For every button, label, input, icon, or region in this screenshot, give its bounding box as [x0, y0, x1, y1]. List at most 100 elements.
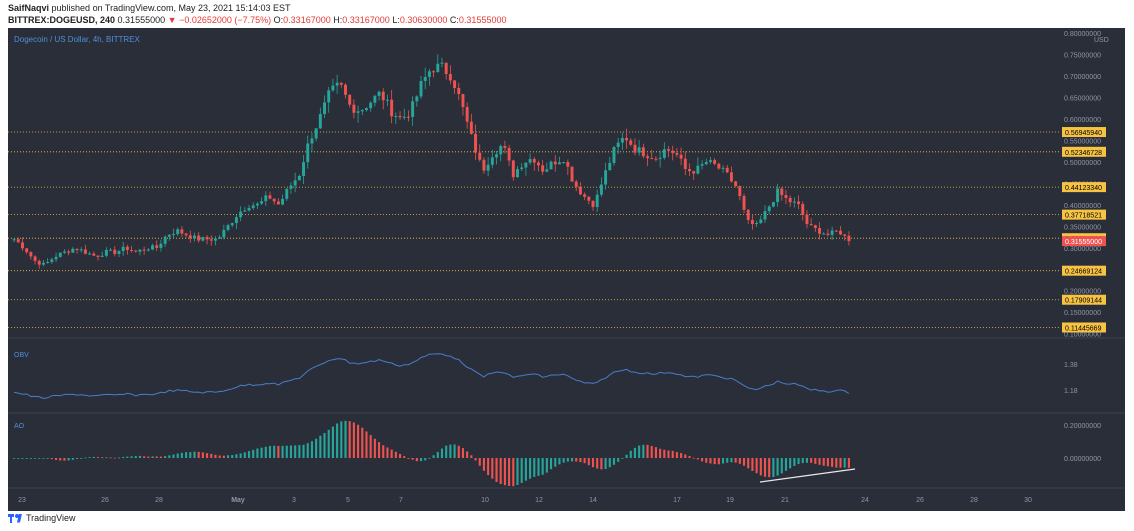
candle-body [415, 96, 419, 102]
candle-body [587, 196, 591, 201]
ao-bar [839, 458, 842, 468]
candle-body [314, 128, 318, 139]
candle-body [419, 80, 423, 97]
candle-body [100, 255, 104, 257]
candle-body [474, 133, 478, 153]
ao-bar [520, 458, 523, 483]
ao-bar [310, 441, 313, 458]
candle-body [784, 195, 788, 198]
ao-bar [780, 458, 783, 474]
ao-bar [176, 453, 179, 458]
ao-bar [671, 450, 674, 458]
candle-body [495, 154, 498, 158]
obv-tick-label: 1.38 [1064, 362, 1078, 369]
ao-bar [633, 447, 637, 458]
ao-bar [151, 456, 154, 458]
level-tag [1062, 127, 1106, 138]
ao-bar [38, 458, 41, 459]
ao-bar [675, 452, 678, 458]
ao-bar [835, 458, 838, 468]
ao-bar [801, 458, 804, 464]
time-tick-label: 12 [535, 497, 543, 504]
time-tick-label: 19 [726, 497, 734, 504]
candle-body [402, 116, 406, 118]
price-tick-label: 0.30000000 [1064, 246, 1101, 253]
ao-bar [495, 458, 498, 483]
candle-body [755, 223, 759, 225]
candle-body [570, 166, 574, 182]
candle-body [805, 214, 809, 225]
candle-body [713, 160, 717, 164]
candle-body [339, 82, 343, 85]
candle-body [293, 180, 297, 186]
candle-body [792, 201, 796, 203]
candle-body [247, 207, 251, 211]
candle-body [163, 236, 167, 244]
price-tick-label: 0.75000000 [1064, 52, 1101, 59]
candle-body [218, 237, 222, 239]
ao-bar [222, 455, 225, 458]
candle-body [708, 160, 712, 162]
price-tick-label: 0.55000000 [1064, 138, 1101, 145]
ao-bar [315, 438, 318, 458]
candle-body [46, 262, 50, 264]
ao-bar [713, 458, 716, 465]
candle-body [88, 253, 92, 255]
ao-bar [193, 451, 196, 458]
candle-body [486, 164, 490, 171]
high-label: H: [333, 15, 343, 25]
candle-body [427, 71, 431, 77]
level-tag [1062, 182, 1106, 193]
ao-bar [587, 458, 590, 466]
candle-body [436, 63, 440, 73]
ao-bar [117, 457, 121, 459]
ao-bar [46, 458, 49, 459]
candle-body [113, 249, 117, 254]
author[interactable]: SaifNaqvi [8, 3, 50, 13]
currency-label: USD [1094, 37, 1109, 44]
ao-bar [541, 458, 544, 475]
candle-body [188, 235, 192, 239]
candle-body [738, 186, 742, 197]
ao-bar [75, 458, 79, 459]
ao-bar [357, 424, 360, 458]
candle-body [528, 159, 532, 163]
candle-body [209, 239, 213, 241]
candle-body [507, 148, 511, 161]
ao-bar [130, 456, 133, 458]
ao-bar [826, 458, 829, 467]
ao-bar [34, 458, 37, 459]
time-tick-label: May [231, 497, 245, 504]
price-tick-label: 0.20000000 [1064, 289, 1101, 296]
ao-tick-label: 0.00000000 [1064, 456, 1101, 463]
time-tick-label: 30 [1024, 497, 1032, 504]
brand-name[interactable]: TradingView [26, 513, 76, 523]
ao-bar [96, 457, 100, 458]
ao-bar [239, 453, 242, 458]
ao-bar [508, 458, 511, 486]
candle-body [264, 195, 268, 202]
chart-canvas[interactable]: Dogecoin / US Dollar, 4h, BITTREX USD OB… [8, 28, 1125, 511]
candle-body [222, 229, 226, 238]
candle-body [251, 205, 255, 208]
ao-bar [231, 455, 234, 458]
candle-body [839, 230, 842, 235]
candle-body [432, 71, 436, 73]
candle-body [109, 249, 113, 251]
candle-body [360, 110, 364, 112]
ao-bar [629, 450, 632, 458]
ao-bar [247, 451, 251, 458]
candle-body [646, 156, 650, 159]
ao-bar [25, 458, 28, 459]
candle-body [717, 163, 721, 169]
time-tick-label: 26 [916, 497, 924, 504]
candle-body [696, 165, 700, 174]
ao-bar [361, 427, 364, 458]
ao-bar [529, 458, 532, 479]
ao-bar [378, 442, 381, 458]
candle-body [138, 249, 142, 252]
price-tick-label: 0.35000000 [1064, 224, 1101, 231]
ao-bar [302, 444, 305, 458]
candle-body [423, 76, 427, 81]
ao-bar [537, 458, 540, 476]
